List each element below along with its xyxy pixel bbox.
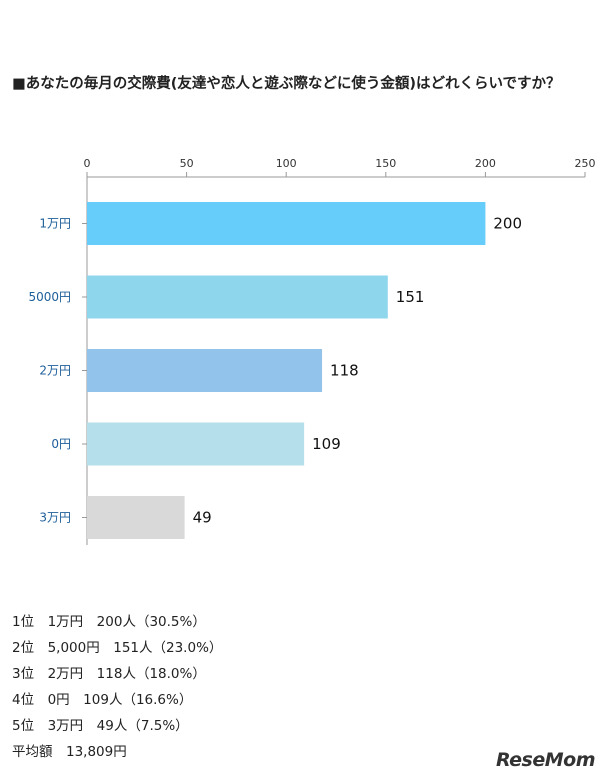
x-tick-label: 50 <box>180 157 194 170</box>
x-tick-label: 0 <box>84 157 91 170</box>
category-label: 1万円 <box>39 217 71 231</box>
bar-chart: 0 50 100 150 200 250 1万円 5000円 2万円 0円 3万円 200 151 1… <box>28 157 596 545</box>
bar <box>87 275 388 319</box>
bars <box>87 202 486 539</box>
bar <box>87 422 305 466</box>
x-tick-label: 100 <box>276 157 297 170</box>
x-tick-label: 250 <box>575 157 596 170</box>
category-label: 3万円 <box>39 511 71 525</box>
resemom-logo: ReseMom <box>495 749 596 771</box>
bar <box>87 349 323 392</box>
category-label: 5000円 <box>28 290 71 304</box>
bar <box>87 496 185 539</box>
summary-line-4: 4位 0円 109人（16.6%） <box>12 692 193 708</box>
summary-line-5: 5位 3万円 49人（7.5%） <box>12 718 189 734</box>
data-label: 49 <box>193 509 212 527</box>
data-label: 200 <box>493 215 522 233</box>
x-tick-label: 150 <box>375 157 396 170</box>
x-tick-label: 200 <box>475 157 496 170</box>
category-label: 0円 <box>51 437 71 451</box>
summary-line-1: 1位 1万円 200人（30.5%） <box>12 614 206 630</box>
category-labels: 1万円 5000円 2万円 0円 3万円 <box>28 217 71 525</box>
summary-line-2: 2位 5,000円 151人（23.0%） <box>12 640 223 656</box>
chart-title: ■あなたの毎月の交際費(友達や恋人と遊ぶ際などに使う金額)はどれくらいですか？ <box>12 76 561 92</box>
summary-line-3: 3位 2万円 118人（18.0%） <box>12 666 206 682</box>
data-labels: 200 151 118 109 49 <box>193 215 522 527</box>
category-label: 2万円 <box>39 364 71 378</box>
ranking-summary: 1位 1万円 200人（30.5%） 2位 5,000円 151人（23.0%）… <box>12 609 222 765</box>
bar <box>87 202 486 245</box>
data-label: 151 <box>396 288 425 306</box>
summary-average: 平均額 13,809円 <box>12 744 127 760</box>
data-label: 118 <box>330 362 359 380</box>
data-label: 109 <box>312 435 341 453</box>
